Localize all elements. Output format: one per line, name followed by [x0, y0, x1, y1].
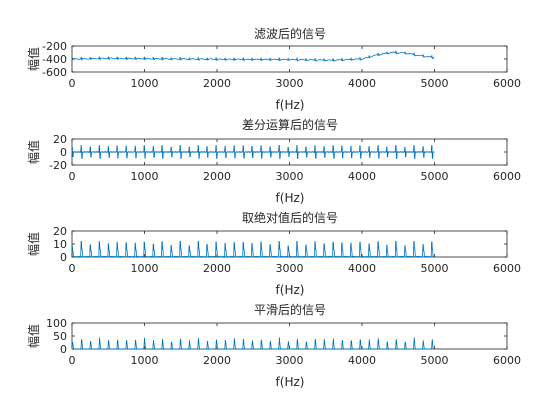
x-tick-label: 6000 — [493, 77, 521, 90]
subplot-3: 取绝对值后的信号 0 1000 2000 3000 4000 5000 6000 20100 … — [26, 210, 521, 297]
x-tick-label: 3000 — [276, 262, 304, 275]
y-tick-label: 0 — [60, 251, 67, 264]
y-tick-label: 100 — [46, 317, 67, 330]
subplot-1: 滤波后的信号 0 1000 2000 3000 4000 5000 6000 -200-400… — [26, 26, 521, 112]
y-tick-label: -600 — [42, 66, 67, 79]
x-tick-label: 0 — [69, 262, 76, 275]
subplot-2: 差分运算后的信号 0 1000 2000 3000 4000 5000 6000200-20… — [26, 117, 521, 205]
subplot-3-title: 取绝对值后的信号 — [242, 210, 338, 225]
x-tick-label: 6000 — [493, 170, 521, 183]
x-tick-label: 2000 — [203, 170, 231, 183]
x-tick-label: 2000 — [203, 354, 231, 367]
subplot-3-series — [72, 241, 435, 259]
x-tick-label: 1000 — [131, 77, 159, 90]
y-tick-label: 50 — [53, 330, 67, 343]
x-tick-label: 1000 — [131, 354, 159, 367]
subplot-4-xlabel: f(Hz) — [276, 375, 305, 389]
x-tick-label: 3000 — [276, 354, 304, 367]
subplot-4-ylabel: 幅值 — [26, 324, 41, 348]
subplot-2-ylabel: 幅值 — [26, 140, 41, 164]
x-tick-label: 4000 — [348, 77, 376, 90]
x-tick-label: 1000 — [131, 170, 159, 183]
x-tick-label: 2000 — [203, 262, 231, 275]
x-tick-label: 5000 — [421, 262, 449, 275]
subplot-3-ylabel: 幅值 — [26, 232, 41, 256]
subplot-2-title: 差分运算后的信号 — [242, 117, 338, 132]
subplot-1-ticks: 0 1000 2000 3000 4000 5000 6000 -200-400-600 — [42, 40, 521, 90]
subplot-4-title: 平滑后的信号 — [254, 302, 326, 317]
x-tick-label: 0 — [69, 170, 76, 183]
x-tick-label: 5000 — [421, 77, 449, 90]
y-tick-label: -200 — [42, 40, 67, 53]
subplot-4-series — [71, 337, 435, 350]
subplot-1-axes — [71, 45, 508, 73]
x-tick-label: 5000 — [421, 170, 449, 183]
x-tick-label: 6000 — [493, 262, 521, 275]
x-tick-label: 3000 — [276, 77, 304, 90]
x-tick-label: 4000 — [348, 354, 376, 367]
x-tick-label: 5000 — [421, 354, 449, 367]
y-tick-label: 0 — [60, 146, 67, 159]
subplot-1-title: 滤波后的信号 — [254, 26, 326, 41]
x-tick-label: 0 — [69, 354, 76, 367]
y-tick-label: -20 — [49, 159, 67, 172]
y-tick-label: 20 — [53, 133, 67, 146]
subplot-1-xlabel: f(Hz) — [276, 98, 305, 112]
y-tick-label: 10 — [53, 238, 67, 251]
y-tick-label: -400 — [42, 53, 67, 66]
subplot-3-xlabel: f(Hz) — [276, 283, 305, 297]
x-tick-label: 0 — [69, 77, 76, 90]
subplot-2-series — [72, 145, 435, 159]
subplot-1-ylabel: 幅值 — [26, 47, 41, 71]
y-tick-label: 20 — [53, 225, 67, 238]
x-tick-label: 1000 — [131, 262, 159, 275]
x-tick-label: 6000 — [493, 354, 521, 367]
subplot-2-xlabel: f(Hz) — [276, 191, 305, 205]
x-tick-label: 2000 — [203, 77, 231, 90]
x-tick-label: 4000 — [348, 170, 376, 183]
subplot-4-axes — [71, 322, 508, 350]
subplot-1-series — [72, 50, 435, 62]
x-tick-label: 4000 — [348, 262, 376, 275]
x-tick-label: 3000 — [276, 170, 304, 183]
y-tick-label: 0 — [60, 343, 67, 356]
